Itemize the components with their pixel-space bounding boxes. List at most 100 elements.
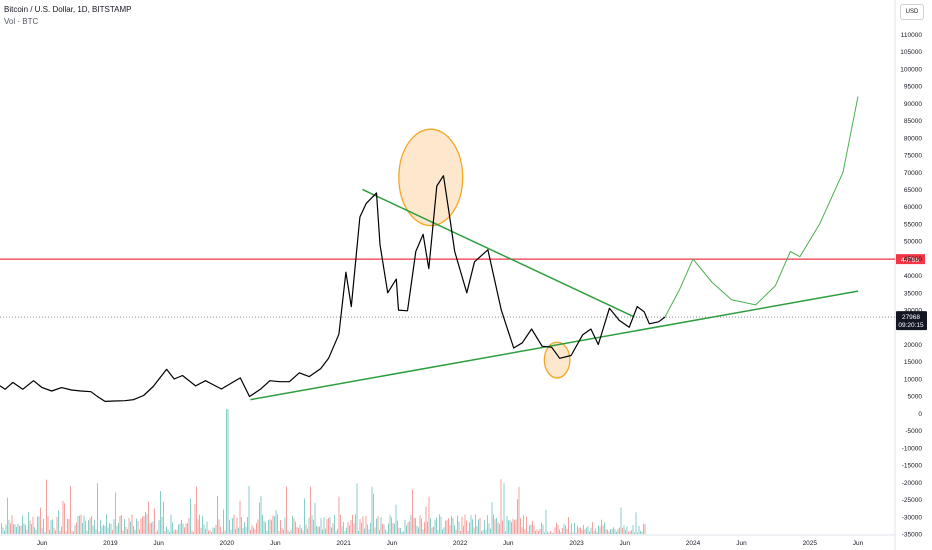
time-tick-label: Jun [37,540,48,547]
volume-bar [110,523,112,534]
volume-bar [512,518,514,534]
volume-bar [425,506,427,534]
volume-bar [17,524,19,534]
volume-label[interactable]: Vol · BTC [4,17,39,26]
currency-unit-button[interactable]: USD [900,4,924,20]
volume-bar [149,523,151,534]
volume-bar [598,525,599,534]
current-price-label: 27968 [902,314,920,321]
volume-bar [182,523,184,534]
volume-bar [190,498,191,534]
volume-bar [272,515,274,534]
volume-bar [490,528,491,534]
volume-bar [595,528,596,534]
volume-bar [274,516,275,534]
volume-bar [106,514,107,534]
volume-bar [20,525,22,534]
volume-bar [202,515,203,534]
price-tick-label: 35000 [904,290,922,297]
volume-bar [325,528,326,534]
price-tick-label: -25000 [902,497,923,504]
volume-bar [494,519,496,534]
volume-bar [433,526,434,534]
volume-bar [260,495,262,534]
volume-bar [481,531,482,534]
volume-bar [221,531,223,534]
volume-bar [628,531,629,534]
volume-bar [523,515,524,534]
volume-bar [14,524,16,534]
volume-bar [443,527,445,534]
volume-bar [130,521,131,534]
volume-bar [205,528,206,534]
volume-bar [482,530,484,534]
volume-bar [293,518,295,534]
volume-bar [478,519,479,534]
volume-bar [142,516,143,534]
volume-bar [428,496,430,534]
volume-bar [11,515,13,534]
volume-bar [197,519,199,534]
volume-bar [370,522,371,534]
volume-bar [476,526,478,534]
volume-bar [139,529,140,534]
resistance-lines: 44786 [0,254,925,318]
volume-bar [440,516,442,534]
volume-bar [631,530,632,534]
volume-bar [269,519,271,534]
volume-bar [277,514,278,534]
volume-bar [535,530,536,534]
volume-bar [379,530,380,534]
volume-bar [77,515,79,534]
volume-bar [419,515,421,534]
volume-bar [331,527,332,534]
volume-bar [211,531,212,534]
volume-bar [199,514,200,534]
time-axis[interactable]: Jun 2019 Jun 2020 Jun 2021 Jun 2022 Jun 2023 Jun 20… [37,540,864,547]
volume-bar [8,519,10,534]
volume-bar [59,530,61,534]
volume-bar [592,522,593,534]
volume-bar [206,521,208,534]
volume-bar [121,515,122,534]
volume-bar [122,530,124,534]
volume-bar [350,519,352,534]
volume-bar [635,512,637,534]
volume-bar [94,520,95,534]
volume-bar [376,518,377,534]
symbol-title[interactable]: Bitcoin / U.S. Dollar, 1D, BITSTAMP [4,5,132,14]
volume-bar [194,503,196,534]
volume-bar [79,515,80,534]
price-tick-label: 55000 [904,221,922,228]
volume-bar [266,530,268,534]
price-axis[interactable]: 1100001050001000009500090000850008000075… [896,32,927,539]
volume-bar [220,526,221,534]
volume-bar [301,528,302,534]
volume-bar [442,529,443,534]
time-tick-label: 2021 [336,540,351,547]
volume-bar [457,515,458,534]
volume-bar [235,528,236,534]
volume-bar [334,515,335,534]
volume-bar [281,528,283,534]
volume-bar [313,519,314,534]
volume-bar [164,530,166,534]
volume-bar [436,517,437,534]
volume-bar [152,521,154,534]
volume-bar [358,530,359,534]
volume-bar [362,516,364,534]
volume-bar [500,479,502,534]
volume-bar [247,517,248,534]
volume-bar [352,514,353,534]
volume-bar [193,532,194,534]
volume-bar [517,499,518,534]
volume-bar [340,514,341,534]
volume-bar [73,531,74,534]
volume-bar [458,521,460,534]
volume-bar [1,523,2,534]
volume-bar [421,518,422,534]
volume-bar [502,520,503,534]
volume-bar [461,516,463,534]
volume-bar [520,518,521,534]
